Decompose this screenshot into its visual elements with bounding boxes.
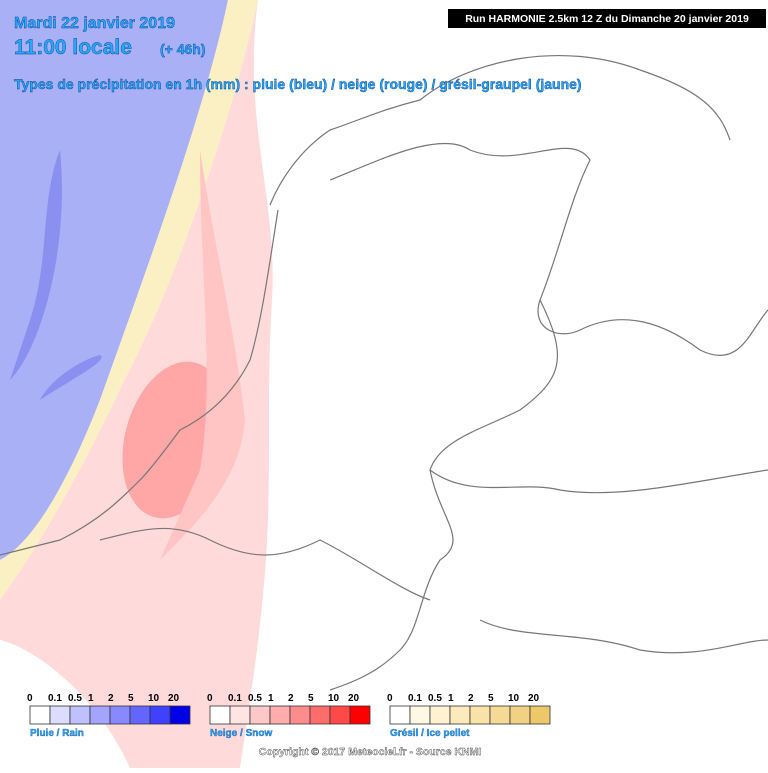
legend-swatch — [509, 705, 531, 725]
legend-swatch — [329, 705, 351, 725]
run-box — [448, 9, 766, 28]
legend-tick: 5 — [488, 693, 494, 704]
legend-tick: 20 — [168, 693, 180, 704]
legend-tick: 2 — [288, 693, 294, 704]
legend-swatch — [129, 705, 151, 725]
legend-swatch — [429, 705, 451, 725]
legend-tick: 0.1 — [48, 693, 62, 704]
legend-tick: 2 — [468, 693, 474, 704]
legend-swatch — [469, 705, 491, 725]
legend-tick: 1 — [268, 693, 274, 704]
legend-swatch — [229, 705, 251, 725]
legend-tick: 0 — [387, 693, 393, 704]
run-label: Run HARMONIE 2.5km 12 Z du Dimanche 20 j… — [465, 13, 749, 25]
legend-label: Grésil / Ice pellet — [390, 728, 470, 739]
copyright: Copyright © 2017 Meteociel.fr - Source K… — [259, 746, 482, 758]
lead-time: (+ 46h) — [160, 41, 206, 57]
legend-tick: 1 — [448, 693, 454, 704]
legend-swatch — [389, 705, 411, 725]
legend-swatch — [49, 705, 71, 725]
ice-area — [0, 0, 258, 600]
legend-tick: 0.5 — [68, 693, 82, 704]
legend-tick: 5 — [128, 693, 134, 704]
legend-swatch — [269, 705, 291, 725]
legend-tick: 0.1 — [228, 693, 242, 704]
legend-swatch — [349, 705, 371, 725]
legend-tick: 20 — [528, 693, 540, 704]
legend-swatch — [289, 705, 311, 725]
legend-swatch — [529, 705, 551, 725]
legend-swatch — [309, 705, 331, 725]
legend-swatch — [89, 705, 111, 725]
legend-tick: 10 — [508, 693, 520, 704]
legend-tick: 5 — [308, 693, 314, 704]
legend-label: Neige / Snow — [210, 728, 272, 739]
legend-tick: 0 — [27, 693, 33, 704]
legend-swatch — [489, 705, 511, 725]
rain-area — [0, 0, 228, 560]
legend-swatch — [449, 705, 471, 725]
legend-tick: 1 — [88, 693, 94, 704]
legend-tick: 0.5 — [248, 693, 262, 704]
legend-tick: 0 — [207, 693, 213, 704]
date: Mardi 22 janvier 2019 — [14, 15, 175, 32]
legend-tick: 20 — [348, 693, 360, 704]
legend-tick: 10 — [148, 693, 160, 704]
snow-moderate — [160, 150, 245, 560]
legend-label: Pluie / Rain — [30, 728, 84, 739]
rain-heavy — [10, 150, 102, 400]
legend-tick: 2 — [108, 693, 114, 704]
coast-borders — [0, 55, 768, 691]
legend-swatch — [249, 705, 271, 725]
legend-swatch — [409, 705, 431, 725]
legend-swatch — [209, 705, 231, 725]
legend-tick: 0.5 — [428, 693, 442, 704]
subtitle: Types de précipitation en 1h (mm) : plui… — [14, 76, 582, 92]
legend-swatch — [69, 705, 91, 725]
time: 11:00 locale — [14, 36, 132, 59]
legend-tick: 10 — [328, 693, 340, 704]
legend-swatch — [109, 705, 131, 725]
legend-swatch — [149, 705, 171, 725]
legend-swatch — [29, 705, 51, 725]
legend-swatch — [169, 705, 191, 725]
legend-tick: 0.1 — [408, 693, 422, 704]
